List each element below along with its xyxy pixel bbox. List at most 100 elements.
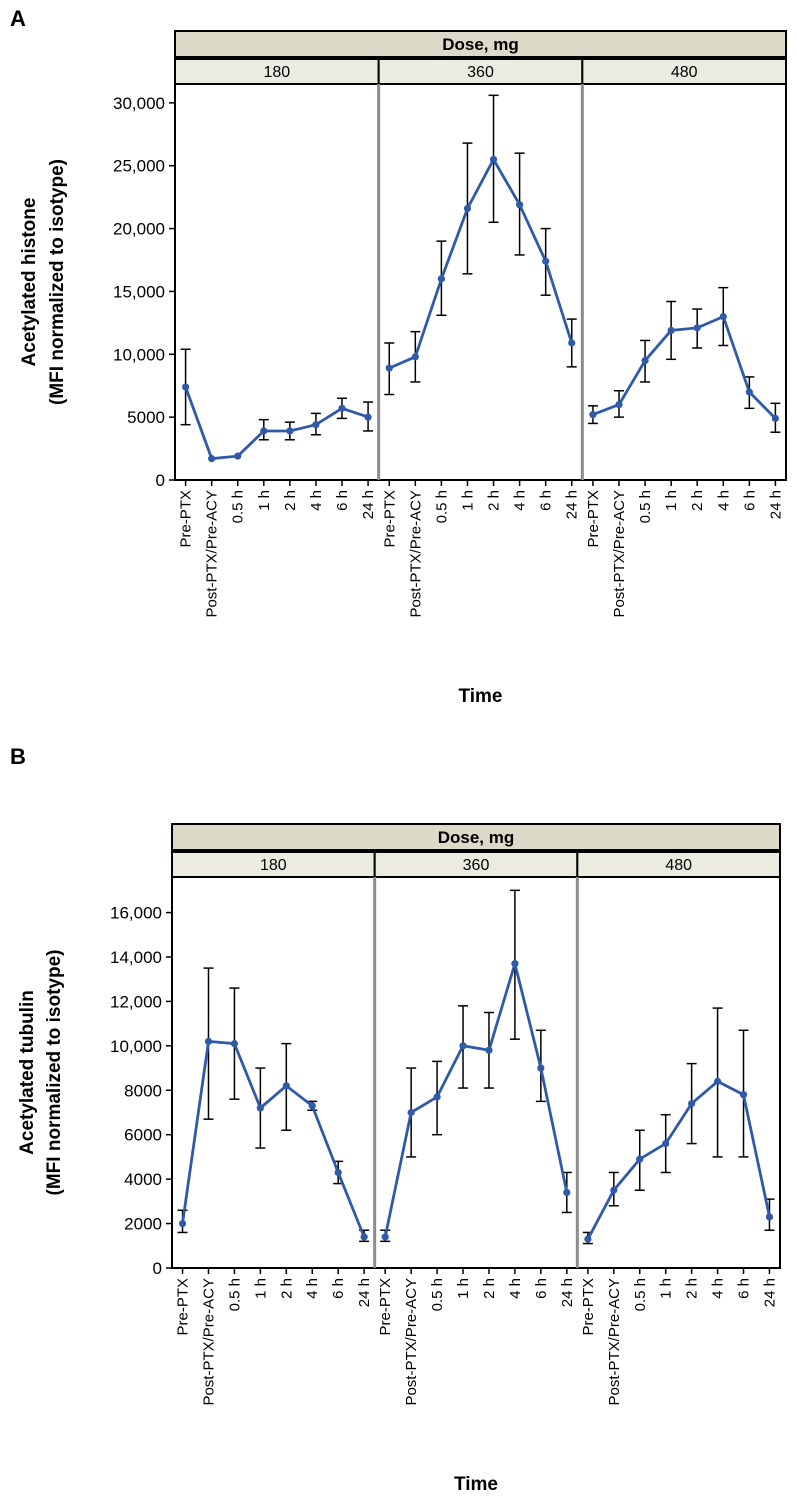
data-point [667,326,675,334]
x-tick-label: 4 h [710,1278,727,1299]
x-tick-label: 24 h [559,1278,576,1307]
x-tick-label: 0.5 h [433,490,450,523]
data-point [615,400,623,409]
chart-panel-a: A Dose, mg 180 360 480 0 5000 10,000 15,000 20,00… [10,6,787,707]
x-tick-label: Pre-PTX [580,1278,597,1336]
y-axis-label: (MFI normalized to isotype) [47,159,68,405]
x-tick-label: 6 h [736,1278,753,1299]
facet-strip-480 [581,58,787,85]
y-tick-label: 25,000 [113,157,165,176]
x-tick-label: 24 h [356,1278,373,1307]
facet-label-480: 480 [671,64,698,81]
data-point [688,1100,696,1108]
facet-strip-180 [171,851,376,878]
x-tick-label: Post-PTX/Pre-ACY [606,1278,623,1406]
x-tick-label: Pre-PTX [381,490,398,548]
facet-label-180: 180 [263,64,290,81]
x-tick-label: 24 h [761,1278,778,1307]
panel-letter: B [10,744,26,769]
facet-label-180: 180 [260,857,287,874]
x-tick-label: 6 h [538,490,555,511]
data-point [589,411,597,419]
x-tick-label: 1 h [459,490,476,511]
y-tick-label: 10,000 [110,1037,162,1056]
plot-frame [171,876,781,1269]
x-axis-label: Time [454,1474,498,1495]
data-point [407,1108,415,1117]
series-line-480 [586,1080,771,1240]
x-tick-label: 6 h [533,1278,550,1299]
data-point [739,1091,748,1099]
y-tick-label: 4000 [124,1170,162,1189]
data-point [636,1155,644,1163]
x-tick-label: 2 h [282,490,299,511]
data-point [563,1188,571,1197]
x-tick-label: 0.5 h [632,1278,649,1311]
plot-frame [174,83,787,481]
facet-title: Dose, mg [438,828,515,847]
data-point [641,356,649,365]
data-point [286,427,294,435]
series-line-180 [181,1040,366,1238]
data-point [178,1219,187,1228]
x-tick-label: 0.5 h [230,490,247,523]
x-tick-label: 2 h [278,1278,295,1299]
x-tick-label: Post-PTX/Pre-ACY [407,490,424,618]
facet-label-360: 360 [467,64,494,81]
x-tick-label: 1 h [455,1278,472,1299]
data-point [230,1040,239,1048]
x-tick-label: Post-PTX/Pre-ACY [204,490,221,618]
data-point [437,275,445,283]
data-point [693,324,701,332]
data-point [411,353,419,361]
series-line-360 [388,157,574,370]
x-tick-label: Post-PTX/Pre-ACY [611,490,628,618]
data-point [745,388,753,396]
x-tick-label: Post-PTX/Pre-ACY [200,1278,217,1406]
x-tick-label: Pre-PTX [175,1278,192,1336]
data-point [485,1046,493,1054]
data-point [463,204,472,213]
facet-title-strip [174,30,787,58]
panel-letter: A [10,6,26,31]
facet-strip-480 [576,851,781,878]
data-point [433,1093,441,1101]
x-tick-label: 1 h [252,1278,269,1299]
data-point [765,1213,774,1221]
y-tick-label: 12,000 [110,992,162,1011]
x-tick-label: Pre-PTX [585,490,602,548]
data-point [181,383,190,391]
data-point [516,201,524,209]
x-tick-label: 0.5 h [226,1278,243,1311]
y-tick-label: 20,000 [113,220,165,239]
data-point [459,1042,467,1050]
y-axis-label: (MFI normalized to isotype) [44,950,65,1196]
x-tick-label: 4 h [304,1278,321,1299]
y-tick-label: 2000 [124,1215,162,1234]
y-tick-label: 15,000 [113,282,165,301]
x-tick-label: 4 h [308,490,325,511]
facet-label-480: 480 [665,857,692,874]
y-tick-label: 30,000 [113,94,165,113]
x-tick-label: Post-PTX/Pre-ACY [403,1278,420,1406]
x-tick-label: 2 h [684,1278,701,1299]
data-point [282,1082,290,1090]
y-axis-label: Acetylated tubulin [17,990,38,1155]
data-point [542,257,550,265]
data-point [385,364,393,372]
x-tick-label: 6 h [334,490,351,511]
data-point [771,414,780,422]
data-point [610,1186,618,1194]
series-line-360 [383,962,569,1238]
data-point [584,1235,592,1243]
data-point [511,960,519,968]
x-tick-label: Pre-PTX [178,490,195,548]
y-tick-label: 5000 [127,408,165,427]
x-tick-label: 1 h [256,490,273,511]
data-point [719,312,727,321]
x-tick-label: 24 h [564,490,581,519]
x-tick-label: 1 h [658,1278,675,1299]
series-line-480 [592,315,777,420]
x-tick-label: 2 h [481,1278,498,1299]
